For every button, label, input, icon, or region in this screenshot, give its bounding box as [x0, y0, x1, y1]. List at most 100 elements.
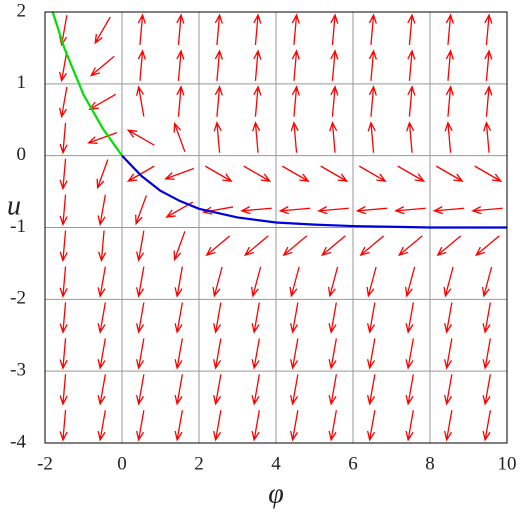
vector-arrow: [212, 338, 222, 370]
x-axis-label: φ: [268, 478, 284, 509]
vector-arrow: [405, 374, 414, 406]
vector-arrow: [59, 230, 68, 263]
vector-arrow: [212, 302, 222, 334]
vector-arrow: [89, 55, 115, 77]
vector-arrow: [174, 338, 183, 370]
vector-arrow: [59, 338, 68, 370]
y-tick-label: -4: [10, 431, 26, 452]
vector-arrow: [176, 49, 185, 81]
vector-arrow: [97, 374, 106, 406]
vector-arrow: [59, 410, 68, 442]
x-tick-label: -2: [37, 453, 53, 474]
vector-arrow: [406, 121, 415, 153]
vector-arrow: [135, 374, 145, 406]
vector-arrow: [291, 13, 300, 45]
vector-arrow: [251, 374, 260, 406]
vector-arrow: [126, 129, 155, 146]
vector-arrow: [443, 410, 453, 442]
vector-arrow: [59, 266, 68, 298]
vector-arrow: [432, 206, 465, 215]
vector-arrow: [484, 85, 493, 117]
vector-arrow: [204, 165, 233, 182]
vector-arrow: [289, 266, 300, 298]
vector-arrow: [366, 374, 376, 406]
vector-arrow: [443, 302, 453, 334]
vector-arrow: [404, 266, 416, 298]
vector-arrow: [164, 167, 195, 180]
vector-arrow: [88, 93, 117, 111]
vector-arrow: [445, 49, 454, 81]
vector-arrow: [289, 374, 299, 406]
vector-arrow: [173, 231, 186, 262]
vector-arrow: [59, 374, 68, 406]
vector-arrow: [250, 266, 262, 298]
vector-arrow: [320, 235, 346, 257]
vector-arrow: [484, 49, 493, 81]
vector-arrow: [443, 374, 453, 406]
vector-arrow: [329, 121, 338, 153]
vector-arrow: [243, 235, 269, 257]
vector-arrow: [484, 13, 493, 45]
vector-arrow: [94, 16, 111, 45]
vector-arrow: [368, 13, 377, 45]
vector-arrow: [355, 206, 388, 215]
vector-arrow: [366, 410, 376, 442]
y-tick-label: 0: [17, 144, 27, 165]
vector-arrow: [59, 302, 68, 334]
vector-arrow: [291, 49, 300, 81]
vector-arrow: [126, 165, 155, 182]
plot-area: [51, 12, 507, 442]
vector-arrow: [481, 266, 493, 298]
vector-arrow: [330, 13, 339, 45]
vector-arrow: [135, 230, 145, 262]
axes-box: [44, 11, 508, 444]
vector-arrow: [366, 266, 377, 298]
vector-arrow: [176, 85, 185, 117]
vector-arrow: [240, 206, 272, 215]
vector-arrow: [58, 86, 68, 119]
vector-arrow: [174, 266, 183, 298]
vector-arrow: [367, 121, 376, 153]
vector-arrow: [328, 302, 337, 334]
vector-arrow: [436, 235, 462, 257]
vector-arrow: [251, 302, 260, 334]
vector-arrow: [97, 266, 106, 298]
x-tick-label: 10: [498, 453, 517, 474]
vector-arrow: [328, 410, 337, 442]
vector-arrow: [96, 159, 109, 190]
vector-arrow: [135, 85, 145, 117]
vector-arrow: [213, 121, 222, 153]
vector-arrow: [212, 410, 222, 442]
vector-arrow: [330, 49, 339, 81]
vector-arrow: [251, 410, 260, 442]
vector-arrow: [482, 302, 491, 334]
vector-arrow: [135, 302, 145, 334]
vector-arrow: [282, 235, 308, 257]
vector-arrow: [405, 338, 414, 370]
vector-arrow: [290, 121, 299, 153]
vector-arrow: [397, 165, 426, 182]
vector-arrow: [291, 85, 300, 117]
vector-arrow: [281, 165, 310, 182]
vector-arrow: [212, 266, 223, 298]
vector-arrow: [317, 206, 349, 215]
vector-arrow: [214, 13, 223, 45]
vector-arrow: [443, 338, 453, 370]
vector-arrow: [445, 13, 454, 45]
y-tick-label: 2: [17, 0, 27, 21]
vector-arrow: [327, 266, 339, 298]
vector-arrow: [474, 235, 500, 257]
x-tick-label: 8: [425, 453, 435, 474]
x-tick-label: 0: [117, 453, 127, 474]
vector-arrow: [59, 158, 68, 191]
vector-arrow: [405, 302, 414, 334]
vector-arrow: [135, 410, 145, 442]
vector-arrow: [253, 13, 262, 45]
vector-arrow: [87, 131, 118, 144]
vector-arrow: [328, 374, 337, 406]
vector-arrow: [407, 49, 416, 81]
vector-arrow: [407, 85, 416, 117]
vector-arrow: [359, 235, 385, 257]
vector-arrow: [173, 122, 186, 153]
